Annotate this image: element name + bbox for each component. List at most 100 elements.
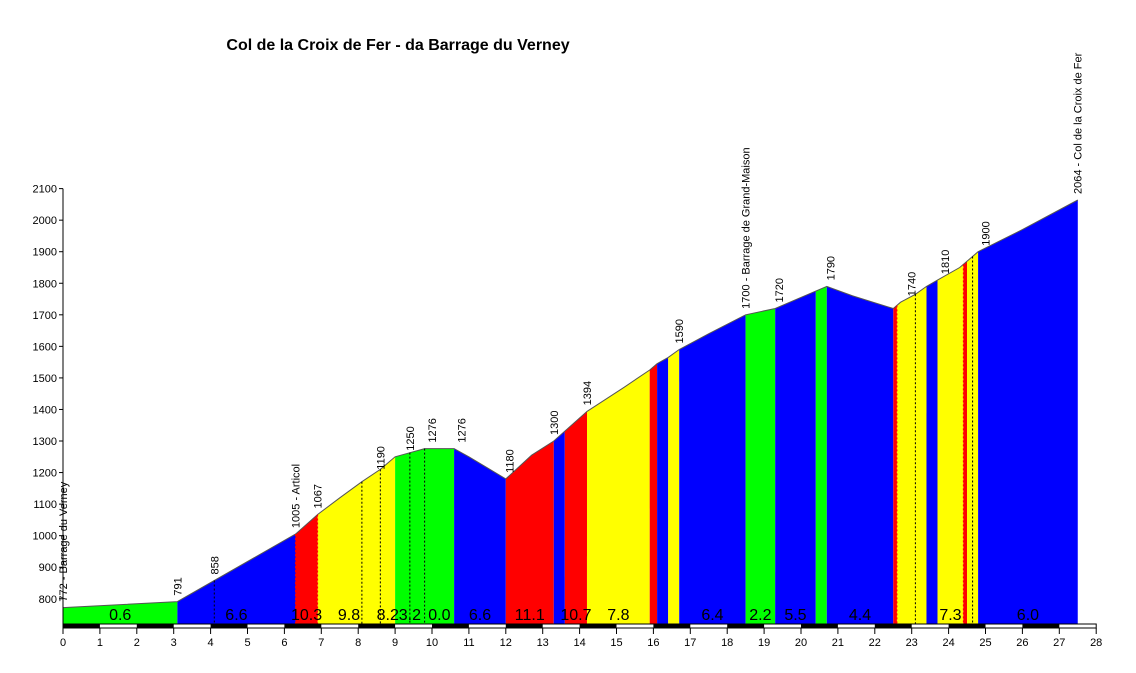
y-tick-label: 2100 — [33, 184, 57, 196]
profile-segment — [926, 280, 938, 624]
altitude-label: 858 — [209, 556, 221, 574]
altitude-label: 1180 — [504, 449, 516, 473]
profile-segment — [896, 286, 927, 624]
x-tick-label: 28 — [1090, 637, 1102, 649]
kilometer-bar: 0 1 2 3 4 5 6 7 8 9 10 11 12 13 14 15 16 17 18 19 20 21 22 23 24… — [60, 623, 1102, 649]
gradient-segments — [63, 200, 1078, 624]
km-bar-block — [1022, 624, 1060, 628]
x-tick-label: 24 — [942, 637, 954, 649]
y-tick-label: 1000 — [33, 531, 57, 543]
grade-labels: 0.6 6.6 10.3 9.8 8.2 3.2 0.0 6.6 11.1 10.7 7.8 6.4 2… — [109, 607, 1039, 624]
altitude-label: 1300 — [549, 411, 561, 435]
profile-segment — [454, 448, 506, 624]
altitude-label: 2064 - Col de la Croix de Fer — [1073, 52, 1085, 194]
profile-segment — [395, 448, 425, 624]
profile-segment — [963, 261, 968, 624]
km-bar-block — [948, 624, 986, 628]
x-tick-label: 2 — [134, 637, 140, 649]
km-bar-block — [801, 624, 838, 628]
x-tick-label: 16 — [647, 637, 659, 649]
altitude-labels: 772 - Barrage du Verney 791 858 1005 - Arti… — [58, 52, 1085, 601]
altitude-label: 1700 - Barrage de Grand-Maison — [741, 147, 753, 308]
altitude-label: 1790 — [826, 256, 838, 280]
km-bar-block — [874, 624, 912, 628]
altitude-label: 1190 — [375, 446, 387, 470]
grade-label: 0.0 — [428, 607, 450, 624]
x-tick-label: 8 — [355, 637, 361, 649]
x-tick-label: 27 — [1053, 637, 1065, 649]
altitude-label: 1276 — [457, 418, 469, 442]
altitude-label: 1740 — [907, 272, 919, 296]
profile-segment — [505, 441, 554, 624]
y-tick-label: 1700 — [33, 310, 57, 322]
y-tick-label: 1500 — [33, 373, 57, 385]
profile-segment — [893, 305, 897, 624]
x-tick-label: 4 — [208, 637, 214, 649]
axes: 800 900 1000 1100 1200 1300 1400 1500 1600 1700 18… — [33, 184, 64, 624]
altitude-label: 1005 - Articol — [290, 464, 302, 528]
y-tick-label: 1800 — [33, 278, 57, 290]
y-tick-label: 1100 — [33, 499, 57, 511]
dotted-markers — [213, 256, 974, 624]
y-tick-label: 1900 — [33, 247, 57, 259]
x-tick-label: 20 — [795, 637, 807, 649]
grade-label: 6.6 — [225, 607, 247, 624]
grade-label: 10.3 — [291, 607, 322, 624]
x-tick-label: 19 — [758, 637, 770, 649]
altitude-label: 772 - Barrage du Verney — [58, 481, 70, 601]
km-bar-block — [284, 624, 322, 628]
profile-segment — [317, 469, 381, 624]
km-bar-block — [505, 624, 543, 628]
profile-segment — [424, 448, 455, 624]
km-bar-block — [727, 624, 765, 628]
grade-label: 9.8 — [338, 607, 360, 624]
grade-label: 7.8 — [607, 607, 629, 624]
chart-title: Col de la Croix de Fer - da Barrage du V… — [226, 37, 569, 54]
km-bar-block — [136, 624, 174, 628]
grade-label: 4.4 — [849, 607, 871, 624]
profile-segment — [668, 349, 680, 624]
x-tick-label: 15 — [610, 637, 622, 649]
x-tick-label: 9 — [392, 637, 398, 649]
km-bar-block — [432, 624, 469, 628]
grade-label: 0.6 — [109, 607, 131, 624]
altitude-label: 1590 — [674, 319, 686, 343]
profile-line — [62, 199, 1079, 609]
profile-segment — [937, 264, 964, 624]
y-tick-label: 800 — [39, 594, 57, 606]
altitude-label: 1276 — [427, 418, 439, 442]
profile-segment — [978, 200, 1078, 624]
x-tick-label: 25 — [979, 637, 991, 649]
profile-segment — [775, 291, 816, 624]
x-tick-label: 3 — [171, 637, 177, 649]
x-tick-label: 23 — [906, 637, 918, 649]
x-tick-label: 1 — [97, 637, 103, 649]
km-bar-block — [579, 624, 617, 628]
altitude-label: 1720 — [774, 278, 786, 302]
x-tick-label: 12 — [500, 637, 512, 649]
profile-segment — [657, 357, 669, 624]
grade-label: 10.7 — [560, 607, 591, 624]
profile-segment — [564, 411, 587, 624]
grade-label: 5.5 — [784, 607, 806, 624]
km-bar-block — [63, 624, 100, 628]
x-tick-label: 14 — [573, 637, 585, 649]
profile-segment — [63, 601, 178, 624]
grade-label: 6.4 — [701, 607, 723, 624]
altitude-label: 791 — [172, 577, 184, 595]
x-tick-label: 17 — [684, 637, 696, 649]
grade-label: 2.2 — [749, 607, 771, 624]
x-tick-label: 6 — [281, 637, 287, 649]
y-tick-label: 900 — [39, 562, 57, 574]
y-tick-label: 1400 — [33, 404, 57, 416]
grade-label: 11.1 — [515, 607, 545, 624]
profile-segment — [745, 308, 776, 624]
altitude-label: 1250 — [405, 426, 417, 450]
altitude-label: 1900 — [981, 221, 993, 245]
x-tick-label: 21 — [832, 637, 844, 649]
profile-segment — [649, 363, 658, 624]
grade-label: 8.2 — [377, 607, 399, 624]
km-bar-block — [358, 624, 396, 628]
grade-label: 6.0 — [1017, 607, 1039, 624]
